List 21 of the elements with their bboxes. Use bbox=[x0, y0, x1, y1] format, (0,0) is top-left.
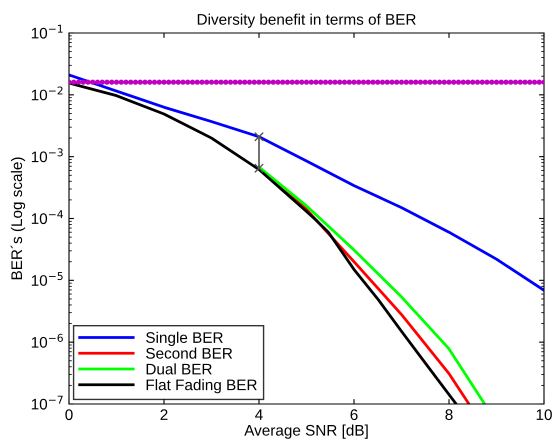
y-tick-label: 10$^{−6}$ bbox=[32, 334, 63, 348]
legend-label: Second BER bbox=[146, 348, 232, 359]
y-tick-label: 10$^{−4}$ bbox=[32, 210, 63, 224]
y-tick-label: 10$^{−3}$ bbox=[32, 148, 63, 162]
x-axis-title: Average SNR [dB] bbox=[244, 424, 368, 439]
x-tick-label: 6 bbox=[350, 409, 358, 420]
chart-title: Diversity benefit in terms of BER bbox=[198, 14, 416, 28]
x-tick-label: 4 bbox=[255, 409, 263, 420]
y-tick-label: 10$^{−1}$ bbox=[32, 24, 63, 39]
x-tick-label: 0 bbox=[65, 409, 73, 420]
legend-label: Dual BER bbox=[146, 363, 212, 375]
y-axis-title: BER´s (Log scale) bbox=[10, 157, 26, 280]
y-tick-label: 10$^{−2}$ bbox=[32, 86, 63, 100]
x-tick-label: 8 bbox=[445, 409, 453, 420]
legend-label: Single BER bbox=[146, 332, 223, 346]
line-series bbox=[69, 74, 544, 292]
y-tick-label: 10$^{−5}$ bbox=[32, 272, 63, 286]
x-tick-label: 10 bbox=[536, 409, 552, 420]
y-tick-label: 10$^{−7}$ bbox=[32, 396, 63, 410]
x-tick-label: 2 bbox=[160, 409, 168, 420]
legend-label: Flat Fading BER bbox=[146, 379, 257, 394]
